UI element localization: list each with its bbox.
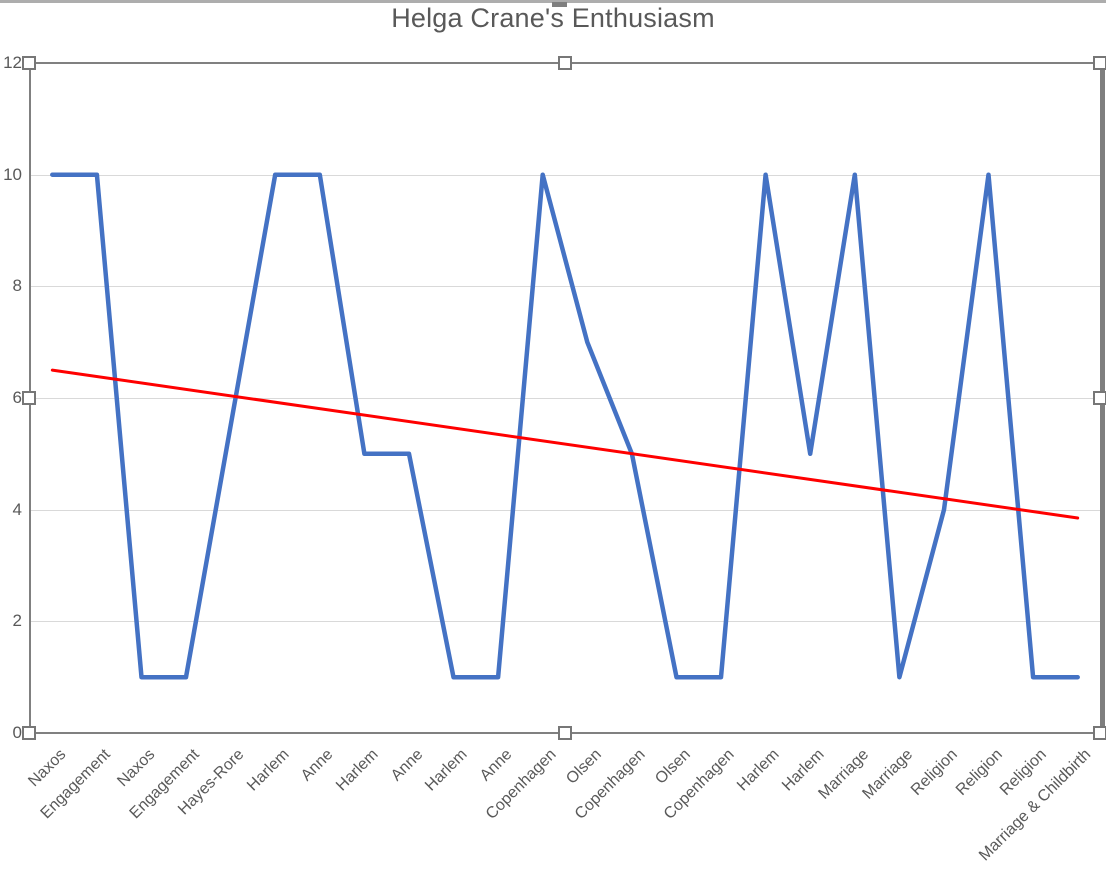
y-axis-label: 4 [12,499,22,519]
trendline[interactable] [50,368,1080,520]
x-axis-label: Anne [476,746,516,785]
gridline [30,621,1100,623]
x-axis-label: Anne [387,746,426,785]
selection-handle-bottom-left[interactable] [22,726,36,740]
chart-area-top-handle-clipped[interactable] [552,2,567,7]
window-top-edge [0,0,1106,3]
x-axis-label: Olsen [562,746,605,788]
y-axis-label: 0 [12,723,22,742]
selection-handle-middle-right[interactable] [1093,391,1106,405]
y-axis-label: 10 [3,164,22,184]
selection-handle-bottom-right[interactable] [1093,726,1106,740]
selection-handle-middle-left[interactable] [22,391,36,405]
gridline [30,286,1100,288]
gridline [30,509,1100,511]
x-axis-label: Anne [298,746,337,785]
y-axis-label: 2 [12,611,22,631]
x-axis-label: Harlem [243,746,293,795]
plot-series-layer [50,172,1080,680]
y-axis-label: 8 [12,276,22,296]
x-axis-label: Harlem [734,746,783,795]
gridline [30,398,1100,399]
x-axis-label: Religion [952,746,1006,799]
chart-title[interactable]: Helga Crane's Enthusiasm [391,3,715,33]
selection-handle-top-left[interactable] [22,56,36,70]
x-axis-label: Harlem [332,746,382,795]
selection-handle-top-right[interactable] [1093,56,1106,70]
y-axis-label: 6 [12,388,22,407]
x-axis-label: Harlem [422,746,471,795]
y-axis-label: 12 [3,53,22,72]
x-axis-label: Religion [908,746,961,799]
selection-handle-top-middle[interactable] [558,56,572,70]
selection-handle-bottom-middle[interactable] [558,726,572,740]
series-line-enthusiasm[interactable] [50,172,1080,680]
gridline [30,174,1100,176]
